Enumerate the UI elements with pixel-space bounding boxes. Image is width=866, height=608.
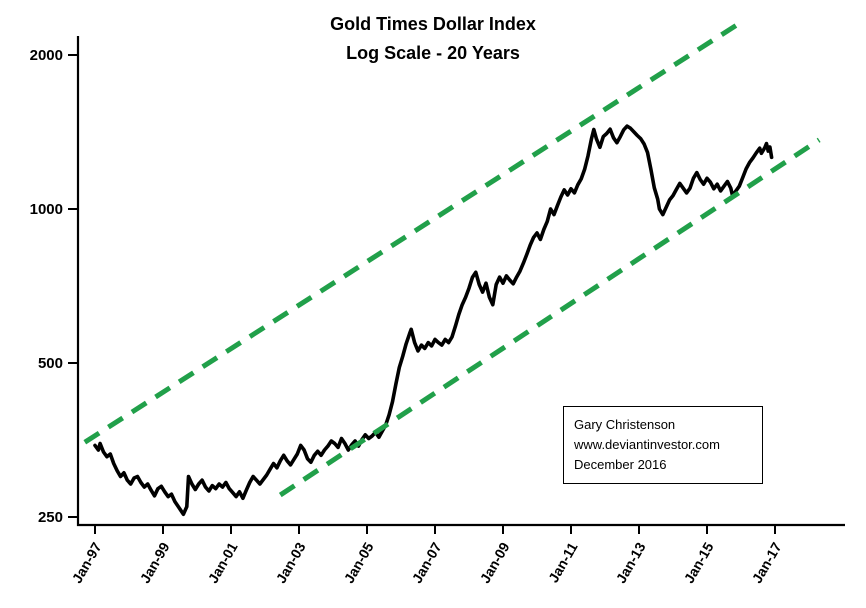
y-axis-tick-label: 250	[38, 509, 63, 526]
trend-line-upper-channel	[83, 18, 746, 445]
annotation-website: www.deviantinvestor.com	[574, 437, 720, 452]
annotation-box: Gary Christenson www.deviantinvestor.com…	[563, 406, 763, 484]
series-line	[93, 124, 774, 517]
chart-title-block: Gold Times Dollar Index Log Scale - 20 Y…	[0, 10, 866, 68]
x-axis-tick-label: Jan-15	[681, 539, 717, 586]
chart-subtitle: Log Scale - 20 Years	[346, 43, 520, 63]
annotation-date: December 2016	[574, 457, 667, 472]
x-axis-tick-label: Jan-09	[477, 539, 513, 586]
x-axis-tick-label: Jan-17	[749, 539, 785, 586]
x-axis-tick-label: Jan-97	[69, 539, 105, 586]
x-axis-tick-label: Jan-05	[341, 539, 377, 586]
y-axis-tick-label: 1000	[30, 201, 63, 218]
x-axis-tick-label: Jan-11	[545, 539, 581, 585]
x-axis-tick-label: Jan-01	[205, 539, 241, 586]
y-axis-tick-label: 500	[38, 355, 63, 372]
y-axis-tick-label: 2000	[30, 47, 63, 64]
x-axis-tick-label: Jan-03	[273, 539, 309, 586]
x-axis-tick-label: Jan-07	[409, 539, 445, 586]
chart-title: Gold Times Dollar Index	[330, 14, 536, 34]
x-axis-tick-label: Jan-13	[613, 539, 649, 586]
trend-line-lower-channel	[278, 137, 821, 498]
x-axis-tick-label: Jan-99	[137, 539, 173, 586]
axis-lines	[76, 36, 845, 527]
annotation-author: Gary Christenson	[574, 417, 676, 432]
